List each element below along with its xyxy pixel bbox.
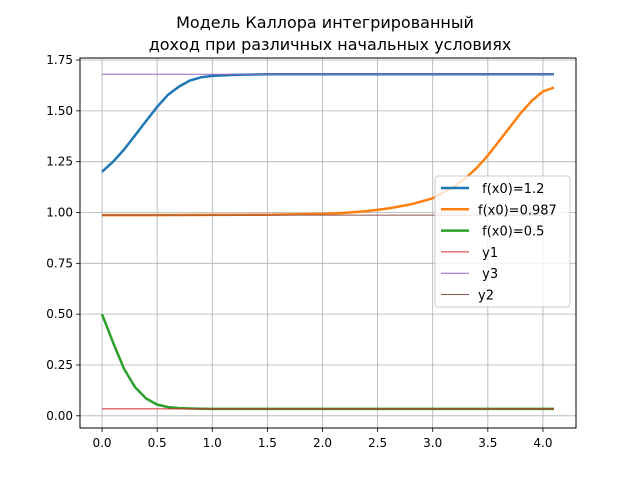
y-tick-label: 1.50 <box>46 104 73 118</box>
y-tick-label: 0.00 <box>46 409 73 423</box>
legend-label: f(x0)=0.5 <box>478 225 544 240</box>
legend: f(x0)=1.2 f(x0)=0.987 f(x0)=0.5 y1 y3 y2 <box>434 175 571 308</box>
chart-title-line-1: Модель Каллора интегрированный <box>176 13 474 32</box>
legend-label: y2 <box>478 289 494 304</box>
y-tick-label: 1.00 <box>46 206 73 220</box>
x-tick-label: 2.0 <box>313 436 332 450</box>
legend-label: f(x0)=0.987 <box>478 203 557 218</box>
x-tick-label: 0.5 <box>148 436 167 450</box>
x-tick-label: 3.0 <box>423 436 442 450</box>
y-tick-label: 1.75 <box>46 53 73 67</box>
y-axis: 0.00 0.25 0.50 0.75 1.00 1.25 1.50 1.75 <box>46 53 80 423</box>
plot-area-frame <box>79 57 577 429</box>
y-tick-label: 1.25 <box>46 155 73 169</box>
y-tick-label: 0.50 <box>46 307 73 321</box>
x-tick-label: 1.5 <box>258 436 277 450</box>
x-tick-label: 4.0 <box>533 436 552 450</box>
x-axis: 0.0 0.5 1.0 1.5 2.0 2.5 3.0 3.5 4.0 <box>92 428 552 450</box>
legend-label: f(x0)=1.2 <box>478 182 544 197</box>
legend-label: y3 <box>478 267 498 282</box>
x-tick-label: 1.0 <box>203 436 222 450</box>
y-tick-label: 0.25 <box>46 358 73 372</box>
legend-label: y1 <box>478 246 498 261</box>
x-tick-label: 0.0 <box>92 436 111 450</box>
x-tick-label: 3.5 <box>478 436 497 450</box>
chart-title-line-2: доход при различных начальных условиях <box>149 35 512 54</box>
y-tick-label: 0.75 <box>46 256 73 270</box>
x-tick-label: 2.5 <box>368 436 387 450</box>
